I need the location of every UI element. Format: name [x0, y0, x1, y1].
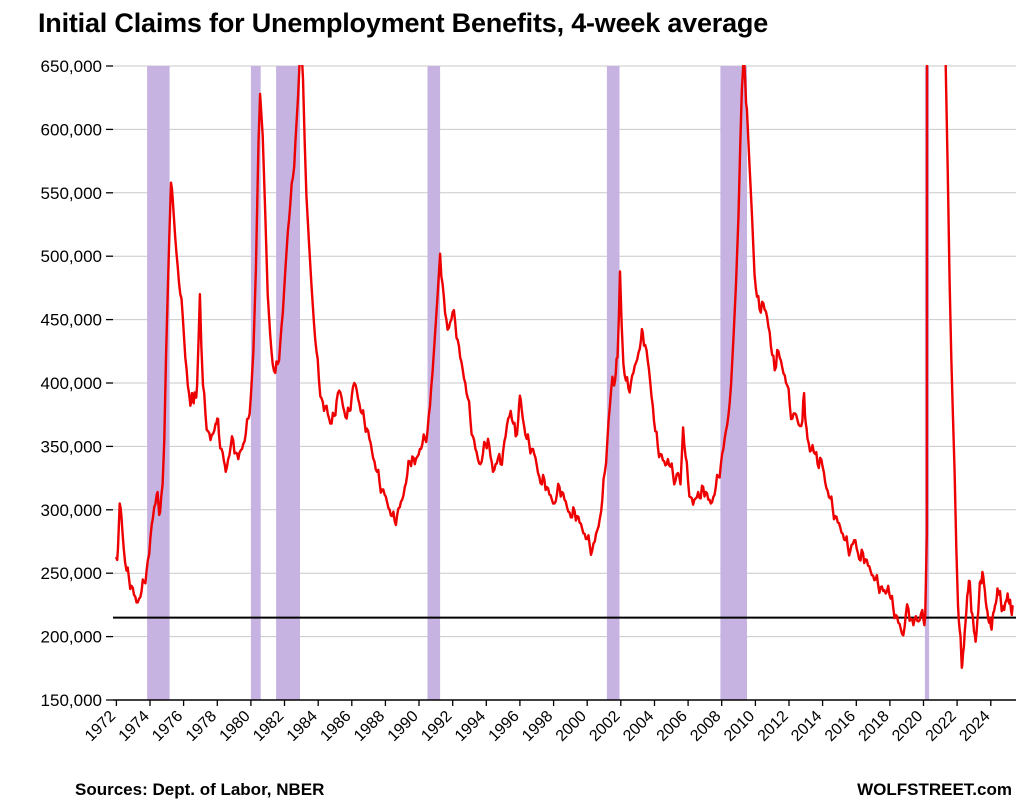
recession-band	[276, 66, 300, 700]
x-tick-label: 1998	[519, 708, 556, 745]
x-tick-label: 1972	[82, 708, 119, 745]
claims-line	[115, 65, 1014, 669]
x-tick-label: 1974	[116, 708, 153, 745]
y-tick-label: 200,000	[41, 628, 102, 647]
recession-band	[427, 66, 441, 700]
y-tick-label: 600,000	[41, 120, 102, 139]
x-tick-label: 2000	[553, 708, 590, 745]
recession-band	[250, 66, 261, 700]
x-tick-label: 1986	[317, 708, 354, 745]
y-tick-label: 400,000	[41, 374, 102, 393]
y-tick-label: 650,000	[41, 57, 102, 76]
recession-band	[147, 66, 170, 700]
x-tick-label: 1976	[149, 708, 186, 745]
y-tick-label: 500,000	[41, 247, 102, 266]
x-tick-label: 2020	[889, 708, 926, 745]
y-tick-label: 450,000	[41, 311, 102, 330]
x-tick-label: 2024	[956, 708, 993, 745]
x-tick-label: 2008	[687, 708, 724, 745]
x-tick-label: 1984	[284, 708, 321, 745]
x-tick-label: 1978	[183, 708, 220, 745]
brand-watermark: WOLFSTREET.com	[857, 780, 1012, 799]
y-tick-label: 550,000	[41, 184, 102, 203]
y-tick-label: 350,000	[41, 437, 102, 456]
x-tick-label: 2014	[788, 708, 825, 745]
chart-footer: Sources: Dept. of Labor, NBER WOLFSTREET…	[0, 780, 1022, 800]
y-tick-label: 300,000	[41, 501, 102, 520]
y-tick-label: 150,000	[41, 691, 102, 710]
x-tick-label: 1988	[351, 708, 388, 745]
x-tick-label: 1992	[418, 708, 455, 745]
x-tick-label: 1996	[486, 708, 523, 745]
x-tick-label: 2004	[620, 708, 657, 745]
x-tick-label: 2012	[755, 708, 792, 745]
x-tick-label: 2010	[721, 708, 758, 745]
x-tick-label: 2018	[856, 708, 893, 745]
recession-band	[720, 66, 747, 700]
sources-note: Sources: Dept. of Labor, NBER	[75, 780, 325, 799]
y-tick-label: 250,000	[41, 564, 102, 583]
x-tick-label: 2006	[654, 708, 691, 745]
x-tick-label: 2002	[586, 708, 623, 745]
x-tick-label: 1980	[217, 708, 254, 745]
x-tick-label: 2022	[923, 708, 960, 745]
x-tick-label: 1990	[385, 708, 422, 745]
x-tick-label: 2016	[822, 708, 859, 745]
x-tick-label: 1982	[250, 708, 287, 745]
x-tick-label: 1994	[452, 708, 489, 745]
chart-title: Initial Claims for Unemployment Benefits…	[38, 8, 769, 38]
